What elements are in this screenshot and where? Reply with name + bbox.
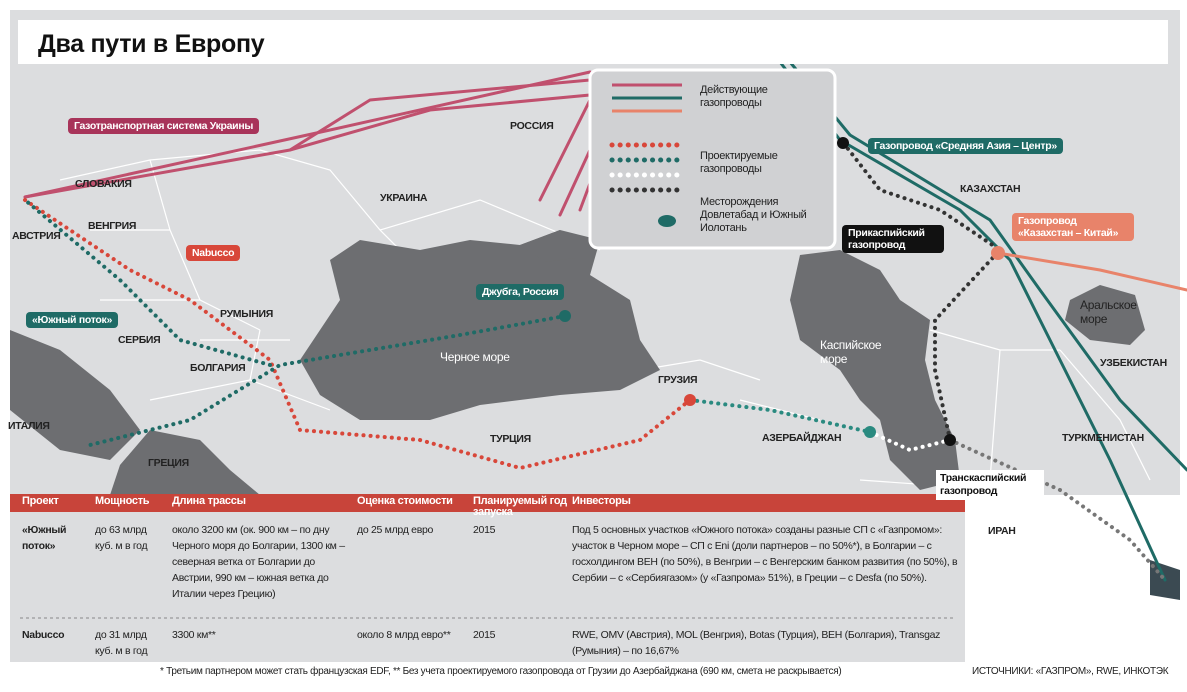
legend-box: [588, 68, 837, 250]
table-cell: 2015: [473, 629, 496, 641]
region-label: ИРАН: [988, 525, 1016, 537]
table-cell: Под 5 основных участков «Южного потока» …: [572, 524, 958, 584]
georgia-azerbaijan-route: [688, 398, 872, 434]
table-cell: около 3200 км (ок. 900 км – по дну Черно…: [172, 524, 345, 600]
existing-pipelines-ukraine: [23, 70, 597, 217]
callout: Транскаспийский газопровод: [936, 470, 1044, 500]
callout: Nabucco: [186, 245, 241, 261]
table-cell: Nabucco: [22, 629, 65, 641]
legend-label: Месторождения Довлетабад и Южный Иолотан…: [700, 196, 807, 234]
region-label: АВСТРИЯ: [12, 230, 61, 242]
table-cell: до 25 млрд евро: [357, 524, 434, 536]
table-cell: 3300 км**: [172, 629, 216, 641]
callout: Газотранспортная система Украины: [68, 118, 260, 134]
region-label: КАЗАХСТАН: [960, 183, 1021, 195]
table-cell: «Южный поток»: [22, 524, 67, 552]
callout: Джубга, Россия: [476, 284, 565, 300]
table-header: Мощность: [95, 495, 150, 507]
kazakhstan-china-pipeline: [996, 251, 1187, 292]
region-label: ИТАЛИЯ: [8, 420, 50, 432]
table-cell: до 31 млрд куб. м в год: [95, 629, 148, 657]
region-label: ТУРКМЕНИСТАН: [1062, 432, 1144, 444]
table-header: Длина трассы: [172, 495, 246, 507]
precaspian-route: [843, 143, 1002, 442]
table-header: Оценка стоимости: [357, 495, 453, 507]
aral-sea: [1065, 285, 1145, 345]
black-sea: [300, 230, 660, 420]
trans-turkmen-route: [948, 438, 1167, 582]
nabucco-route: [23, 198, 692, 470]
sources: ИСТОЧНИКИ: «ГАЗПРОМ», RWE, ИНКОТЭК: [972, 666, 1169, 677]
title: Два пути в Европу: [38, 30, 265, 58]
region-label: БОЛГАРИЯ: [190, 362, 246, 374]
region-label: ТУРЦИЯ: [490, 433, 531, 445]
transcaspian-route: [868, 430, 952, 452]
table-header: Планируемый год запуска: [473, 495, 567, 518]
region-label: УЗБЕКИСТАН: [1100, 357, 1167, 369]
caspian-sea: [790, 250, 960, 490]
region-label: УКРАИНА: [380, 192, 428, 204]
region-label: СЕРБИЯ: [118, 334, 161, 346]
region-label: РУМЫНИЯ: [220, 308, 273, 320]
table-header: Проект: [22, 495, 59, 507]
region-label: РОССИЯ: [510, 120, 554, 132]
legend-label: Действующие газопроводы: [700, 84, 768, 109]
table-cell: RWE, OMV (Австрия), MOL (Венгрия), Botas…: [572, 629, 941, 657]
table-cell: до 63 млрд куб. м в год: [95, 524, 148, 552]
table-cell: 2015: [473, 524, 496, 536]
region-label: ГРУЗИЯ: [658, 374, 698, 386]
region-label: ГРЕЦИЯ: [148, 457, 189, 469]
region-label: ВЕНГРИЯ: [88, 220, 137, 232]
footnote: * Третьим партнером может стать французс…: [160, 666, 842, 677]
sea-label: Аральское море: [1080, 298, 1137, 326]
table-cell: около 8 млрд евро**: [357, 629, 451, 641]
region-label: АЗЕРБАЙДЖАН: [762, 432, 842, 444]
callout: Газопровод «Средняя Азия – Центр»: [868, 138, 1063, 154]
callout: Прикаспийский газопровод: [842, 225, 944, 253]
sea-label: Каспийское море: [820, 338, 882, 366]
south-stream-route: [23, 198, 567, 447]
adriatic-sea: [10, 330, 140, 460]
table-header-bar: [10, 494, 965, 512]
callout: Газопровод «Казахстан – Китай»: [1012, 213, 1134, 241]
sea-label: Черное море: [440, 350, 510, 364]
aegean-sea: [110, 430, 260, 495]
region-label: СЛОВАКИЯ: [75, 178, 132, 190]
legend-label: Проектируемые газопроводы: [700, 150, 778, 175]
callout: «Южный поток»: [26, 312, 119, 328]
table-header: Инвесторы: [572, 495, 631, 507]
